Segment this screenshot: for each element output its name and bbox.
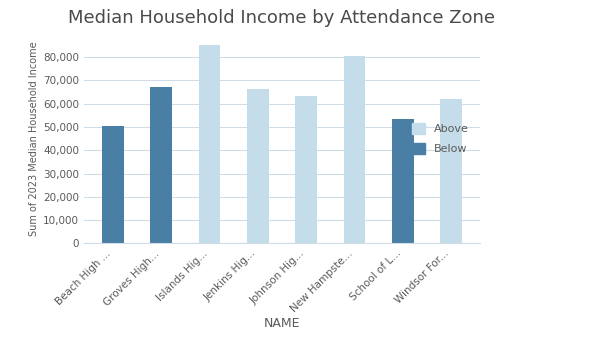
Bar bbox=[199, 45, 220, 243]
Legend: Above, Below: Above, Below bbox=[406, 117, 475, 160]
Y-axis label: Sum of 2023 Median Household Income: Sum of 2023 Median Household Income bbox=[29, 41, 39, 236]
Bar bbox=[440, 99, 462, 243]
Title: Median Household Income by Attendance Zone: Median Household Income by Attendance Zo… bbox=[68, 9, 496, 27]
Bar bbox=[392, 119, 413, 243]
Bar bbox=[247, 89, 269, 243]
Bar bbox=[344, 56, 365, 243]
X-axis label: NAME: NAME bbox=[264, 317, 300, 330]
Bar bbox=[295, 96, 317, 243]
Bar bbox=[102, 126, 124, 243]
Bar bbox=[151, 87, 172, 243]
